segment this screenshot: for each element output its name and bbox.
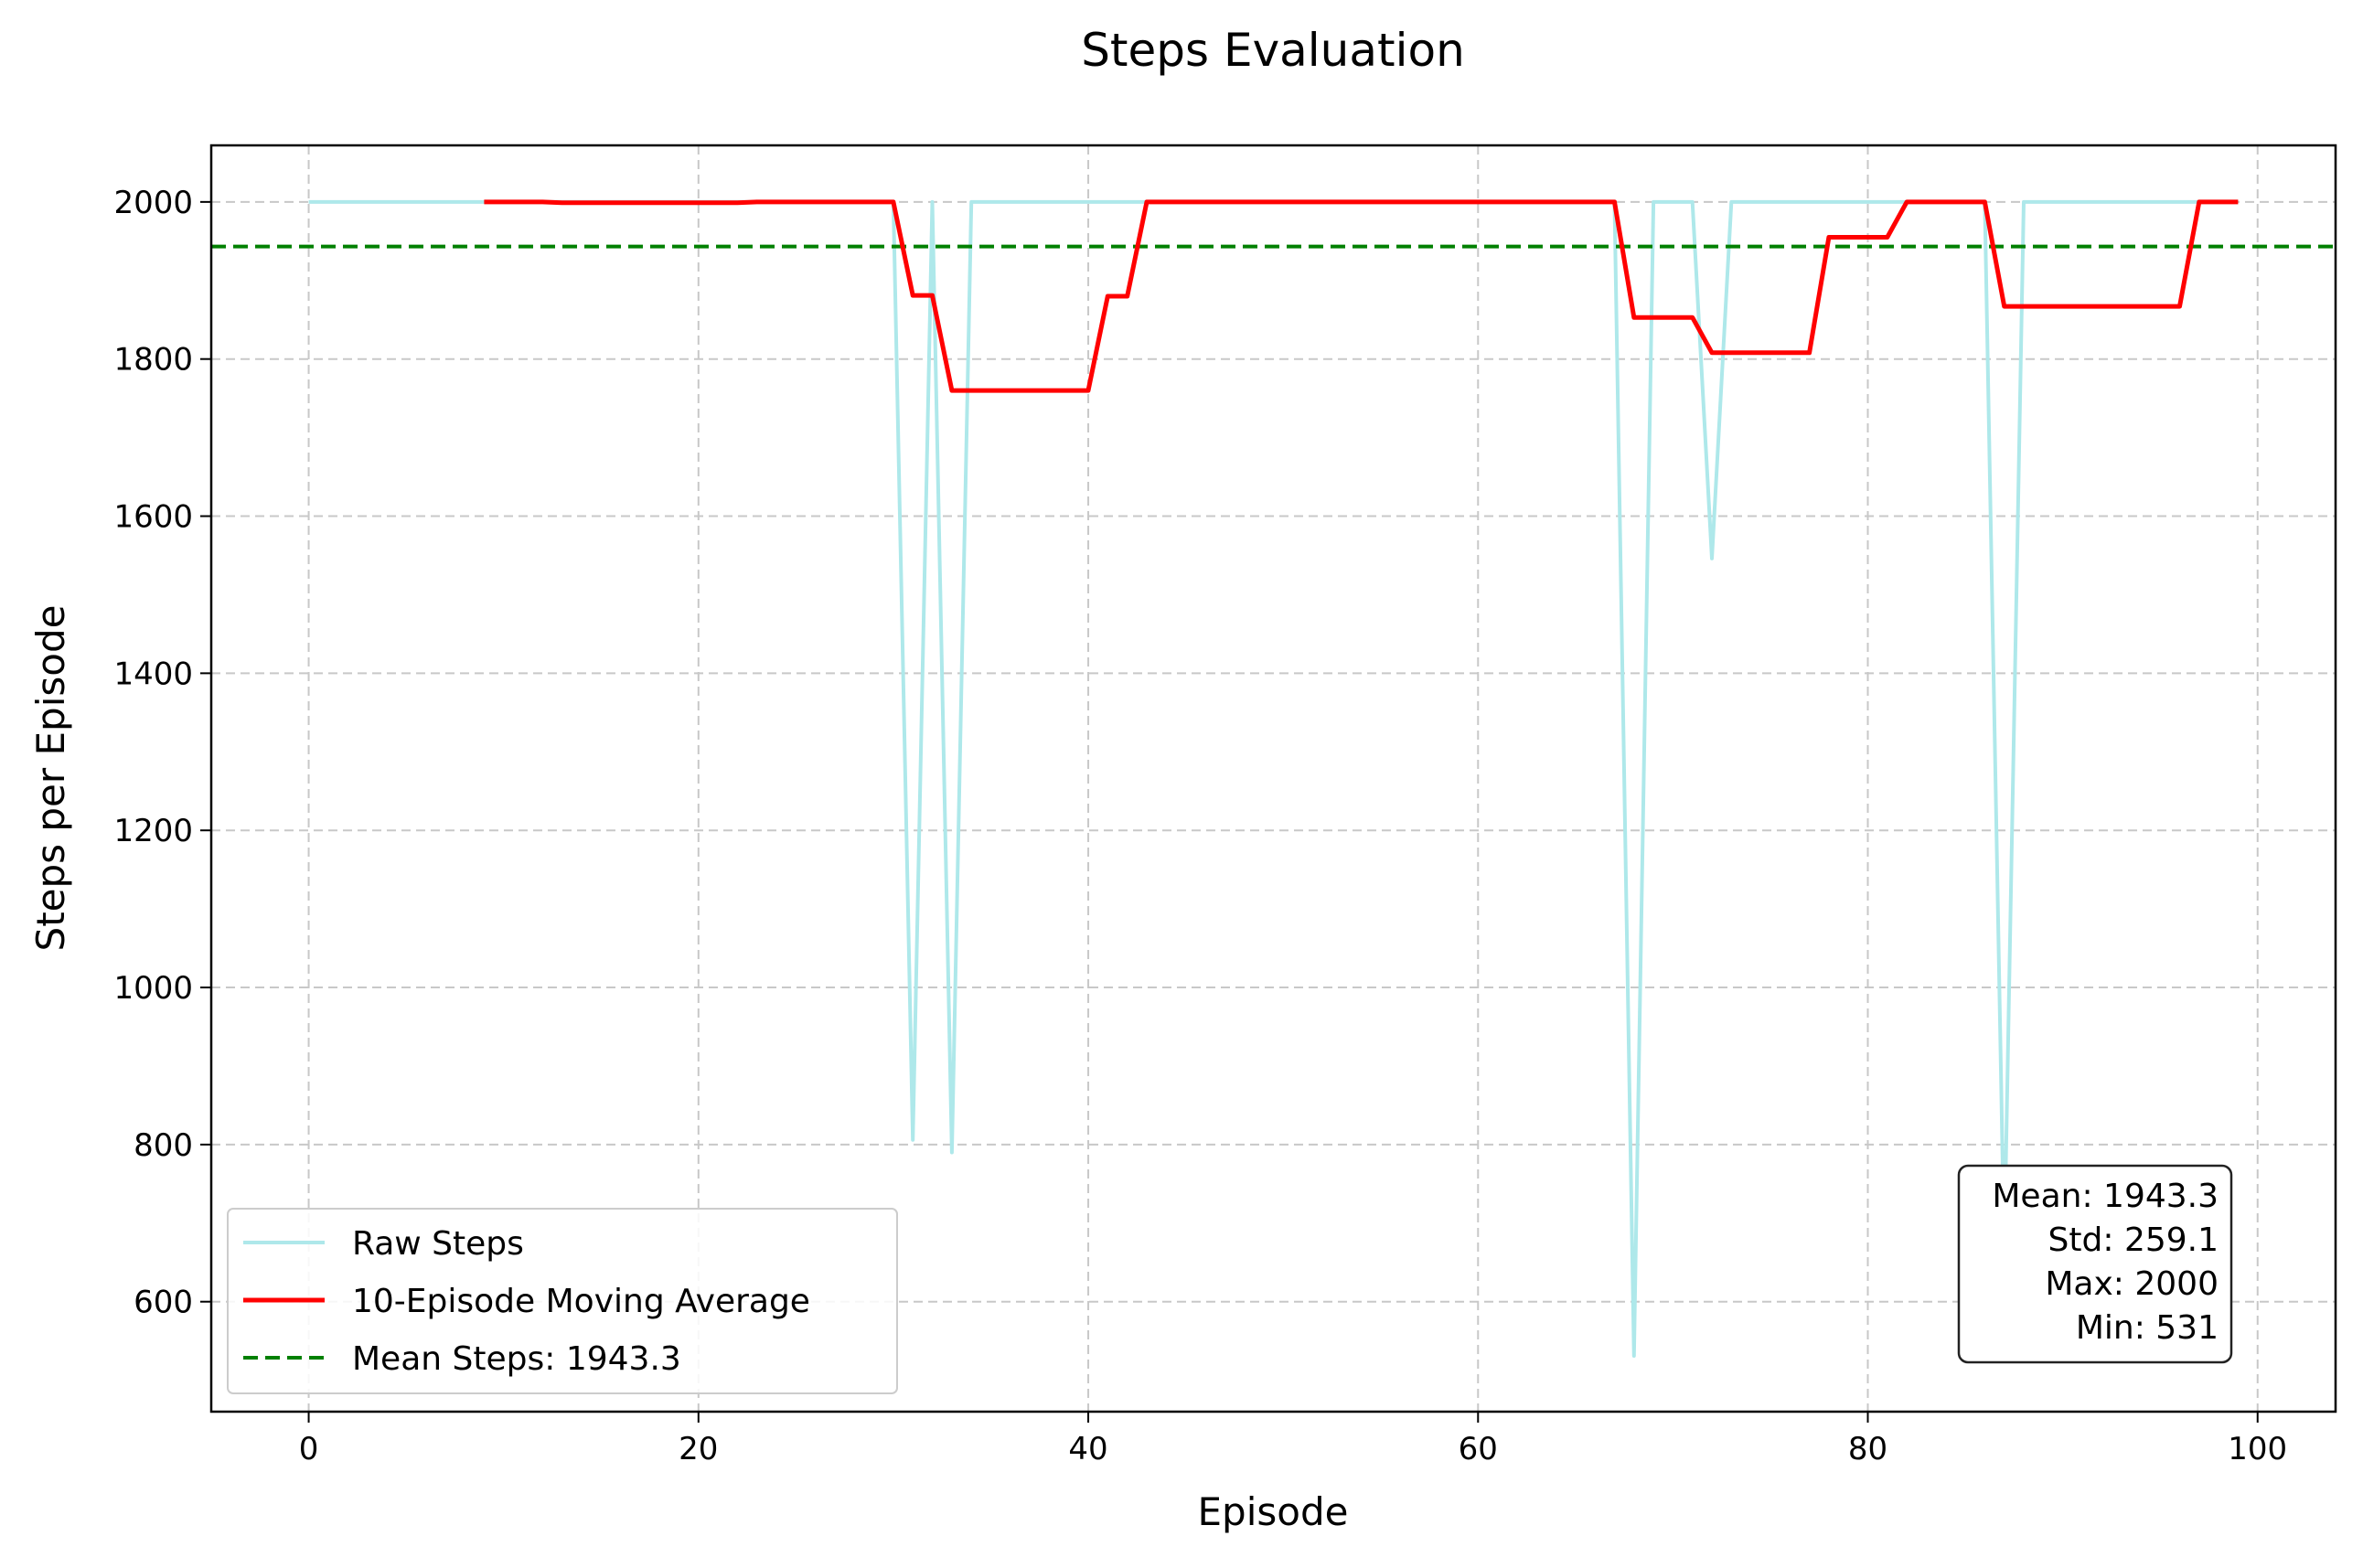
y-tick-label: 800 xyxy=(134,1127,193,1164)
legend-label: 10-Episode Moving Average xyxy=(352,1283,810,1320)
y-tick-label: 1600 xyxy=(113,499,193,536)
y-tick-label: 1800 xyxy=(113,342,193,379)
x-tick-label: 60 xyxy=(1459,1431,1498,1467)
x-tick-label: 0 xyxy=(299,1431,319,1467)
legend-box xyxy=(227,1208,898,1394)
legend-label: Mean Steps: 1943.3 xyxy=(352,1340,681,1378)
axes: 0 20 40 60 80 100 600 800 1000 1200 1400 1600 1800 20… xyxy=(113,185,2287,1467)
x-axis-label: Episode xyxy=(1198,1489,1349,1534)
x-tick-label: 40 xyxy=(1068,1431,1107,1467)
x-tick-label: 100 xyxy=(2228,1431,2287,1467)
x-tick-label: 20 xyxy=(679,1431,718,1467)
stats-box-frame xyxy=(1957,1164,2233,1364)
stats-line: Std: 259.1 xyxy=(2048,1221,2219,1259)
moving-average-line xyxy=(484,199,2239,393)
series-layer xyxy=(211,199,2336,1358)
y-axis-label: Steps per Episode xyxy=(28,605,73,952)
y-tick-label: 1200 xyxy=(113,813,193,849)
stats-box: Mean: 1943.3 Std: 259.1 Max: 2000 Min: 531 xyxy=(1957,1164,2233,1364)
y-tick-label: 1400 xyxy=(113,656,193,692)
stats-line: Min: 531 xyxy=(2076,1309,2219,1347)
y-tick-label: 1000 xyxy=(113,970,193,1007)
stats-line: Max: 2000 xyxy=(2045,1265,2219,1303)
legend: Raw Steps 10-Episode Moving Average Mean S… xyxy=(227,1208,898,1394)
x-tick-label: 80 xyxy=(1848,1431,1887,1467)
legend-label: Raw Steps xyxy=(352,1225,524,1263)
chart-title: Steps Evaluation xyxy=(1081,24,1465,77)
y-tick-label: 600 xyxy=(134,1285,193,1321)
stats-line: Mean: 1943.3 xyxy=(1992,1178,2219,1215)
y-tick-label: 2000 xyxy=(113,185,193,221)
plot-frame xyxy=(209,144,2337,1413)
